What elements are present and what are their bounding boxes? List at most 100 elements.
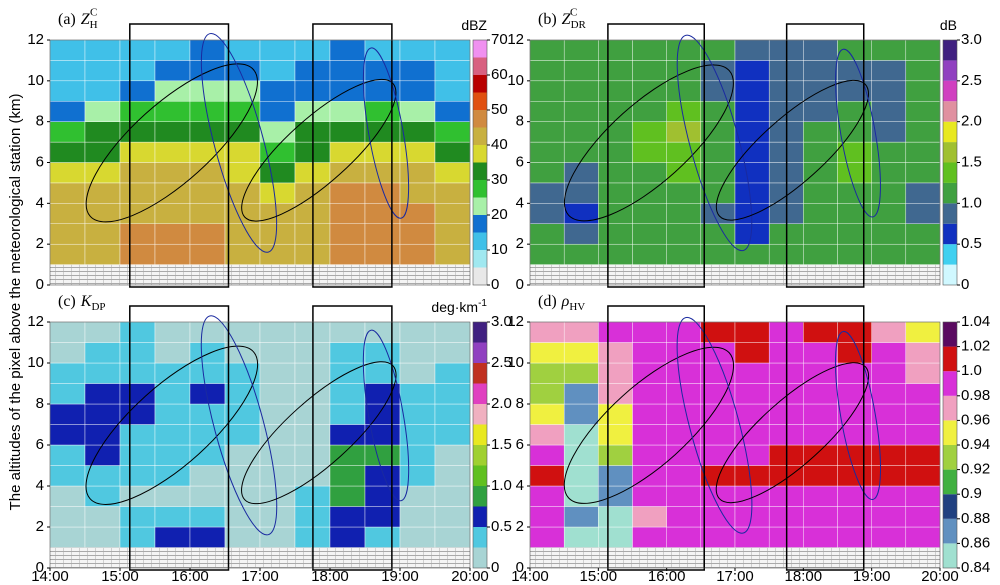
heatmap-cell: [734, 444, 770, 466]
y-tick-label: 10: [507, 72, 524, 89]
heatmap-cell: [364, 485, 401, 507]
heatmap-cell: [84, 162, 121, 184]
heatmap-cell: [563, 362, 599, 384]
heatmap-cell: [905, 223, 941, 245]
heatmap-cell: [154, 162, 191, 184]
y-tick-label: 4: [516, 477, 524, 494]
heatmap-cell: [632, 162, 667, 184]
heatmap-cell: [871, 383, 907, 405]
heatmap-cell: [119, 321, 156, 343]
panel-title: (d) ρHV: [538, 293, 585, 313]
heatmap-cell: [364, 506, 401, 528]
heatmap-cell: [119, 444, 156, 466]
heatmap-cell: [598, 424, 633, 446]
colorbar-swatch: [473, 465, 487, 486]
heatmap-cell: [803, 203, 838, 224]
y-tick-label: 8: [36, 395, 44, 412]
heatmap-cell: [905, 342, 941, 364]
heatmap-cell: [598, 223, 633, 245]
heatmap-cell: [49, 465, 86, 487]
colorbar-swatch: [473, 110, 487, 128]
heatmap-cell: [700, 465, 736, 487]
heatmap-cell: [49, 162, 86, 184]
heatmap-cell: [49, 424, 86, 446]
heatmap-cell: [259, 182, 296, 204]
colorbar-swatch: [473, 180, 487, 198]
heatmap-cell: [734, 80, 770, 102]
heatmap-cell: [871, 506, 907, 528]
heatmap-cell: [666, 121, 702, 143]
colorbar-swatch: [943, 264, 957, 285]
heatmap-cell: [734, 383, 770, 405]
heatmap-cell: [632, 403, 667, 425]
heatmap-cell: [598, 526, 633, 548]
heatmap-cell: [84, 403, 121, 425]
heatmap-cell: [434, 362, 471, 384]
heatmap-cell: [871, 444, 907, 466]
heatmap-cell: [734, 342, 770, 364]
heatmap-cell: [734, 403, 770, 425]
heatmap-cell: [154, 403, 191, 425]
heatmap-cell: [905, 203, 941, 224]
heatmap-cell: [871, 243, 907, 265]
heatmap-cell: [224, 444, 261, 466]
annotation-ellipse: [200, 33, 278, 253]
heatmap-cell: [399, 506, 436, 528]
heatmap-cell: [529, 243, 565, 265]
heatmap-cell: [871, 424, 907, 446]
heatmap-cell: [189, 141, 226, 163]
colorbar-swatch: [943, 182, 957, 204]
heatmap-cell: [189, 203, 226, 224]
heatmap-cell: [905, 424, 941, 446]
heatmap-cell: [259, 121, 296, 143]
heatmap-cell: [666, 403, 702, 425]
heatmap-cell: [529, 101, 565, 122]
y-tick-label: 2: [36, 235, 44, 252]
heatmap-cell: [399, 444, 436, 466]
panel-symbol: Z: [562, 11, 572, 28]
heatmap-cell: [259, 80, 296, 102]
heatmap-cell: [529, 424, 565, 446]
heatmap-cell: [189, 424, 226, 446]
heatmap-cell: [434, 141, 471, 163]
colorbar-tick-label: 1.0: [961, 194, 982, 211]
heatmap-cell: [666, 362, 702, 384]
heatmap-cell: [905, 39, 941, 61]
x-tick-label: 20:00: [451, 568, 489, 585]
heatmap-cell: [803, 403, 838, 425]
heatmap-cell: [364, 465, 401, 487]
heatmap-cell: [837, 162, 872, 184]
colorbar-swatch: [473, 424, 487, 445]
y-tick-label: 2: [516, 235, 524, 252]
x-tick-label: 19:00: [381, 568, 419, 585]
heatmap-cell: [49, 506, 86, 528]
colorbar-tick-label: 1.02: [961, 338, 990, 355]
heatmap-cell: [259, 101, 296, 122]
heatmap-cell: [329, 162, 366, 184]
heatmap-cell: [259, 383, 296, 405]
heatmap-cell: [905, 162, 941, 184]
colorbar-swatch: [943, 60, 957, 81]
heatmap-cell: [49, 203, 86, 224]
heatmap-cell: [837, 506, 872, 528]
heatmap-cell: [598, 243, 633, 265]
annotation-ellipse: [362, 47, 410, 219]
y-tick-label: 12: [507, 313, 524, 330]
y-tick-label: 10: [27, 354, 44, 371]
unit-text: dB: [940, 17, 957, 33]
x-tick-label: 19:00: [853, 568, 891, 585]
heatmap-cell: [563, 342, 599, 364]
heatmap-cell: [905, 485, 941, 507]
heatmap-cell: [329, 141, 366, 163]
panel-letter: (d): [538, 293, 557, 310]
heatmap-cell: [803, 485, 838, 507]
heatmap-cell: [734, 526, 770, 548]
panel-superscript: C: [90, 7, 97, 19]
heatmap-cell: [224, 506, 261, 528]
colorbar-swatch: [473, 215, 487, 233]
heatmap-cell: [49, 383, 86, 405]
annotation-box: [607, 305, 706, 571]
heatmap-cell: [329, 223, 366, 245]
heatmap-cell: [837, 60, 872, 82]
heatmap-cell: [364, 444, 401, 466]
